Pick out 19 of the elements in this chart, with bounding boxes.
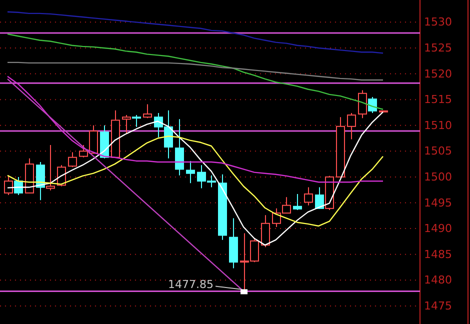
y-tick-label: 1510 (424, 118, 452, 132)
y-tick-label: 1515 (424, 93, 452, 106)
y-tick-label: 1485 (424, 248, 452, 261)
line-series (6, 76, 384, 183)
y-tick-label: 1525 (424, 42, 452, 54)
candlestick (175, 118, 184, 176)
y-tick-label: 1530 (424, 16, 452, 29)
y-tick-label: 1475 (424, 299, 452, 312)
y-tick-label: 1520 (424, 67, 452, 80)
y-tick-label: 1500 (424, 170, 452, 184)
candlestick (186, 160, 195, 184)
line-series (6, 62, 384, 81)
y-tick-label: 1505 (424, 144, 452, 158)
candlestick (229, 218, 238, 269)
y-tick-label: 1495 (424, 196, 452, 210)
line-series (6, 11, 384, 54)
y-tick-label: 1480 (424, 274, 452, 287)
annotation: 1477.85 (168, 278, 214, 292)
y-tick-label: 1490 (424, 222, 452, 236)
